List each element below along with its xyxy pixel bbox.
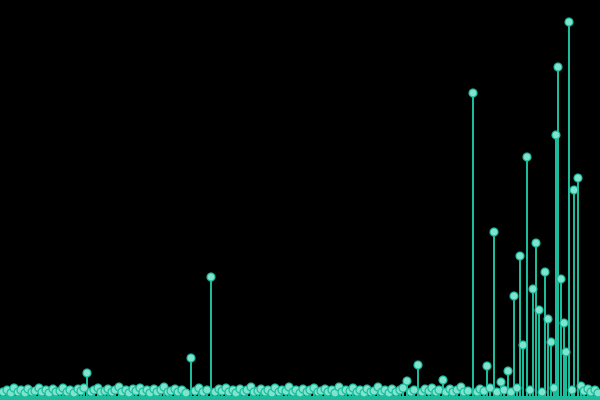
stem-marker[interactable] [489, 227, 499, 237]
stem-marker[interactable] [528, 284, 538, 294]
stem-marker[interactable] [546, 337, 556, 347]
stem-marker[interactable] [531, 238, 541, 248]
stem-marker[interactable] [573, 173, 583, 183]
stem-marker[interactable] [509, 291, 519, 301]
stem-marker[interactable] [202, 385, 212, 395]
stem-marker[interactable] [402, 376, 412, 386]
stem-marker[interactable] [567, 385, 577, 395]
stem-marker[interactable] [468, 88, 478, 98]
baseline [0, 396, 600, 400]
stem-marker[interactable] [485, 383, 495, 393]
stem-marker[interactable] [438, 375, 448, 385]
stem-marker[interactable] [496, 377, 506, 387]
stem-marker[interactable] [534, 305, 544, 315]
stem-marker[interactable] [518, 340, 528, 350]
stem-marker[interactable] [569, 185, 579, 195]
stem-marker[interactable] [482, 361, 492, 371]
stem-marker[interactable] [503, 366, 513, 376]
stem-marker[interactable] [537, 387, 547, 397]
stem-marker[interactable] [413, 360, 423, 370]
stem-marker[interactable] [512, 383, 522, 393]
stem-marker[interactable] [181, 388, 191, 398]
stem-marker[interactable] [559, 318, 569, 328]
stem-marker[interactable] [398, 383, 408, 393]
stem-marker[interactable] [525, 385, 535, 395]
stem-marker[interactable] [79, 383, 89, 393]
stem-marker[interactable] [543, 314, 553, 324]
stem-marker[interactable] [409, 385, 419, 395]
stem-marker[interactable] [553, 62, 563, 72]
stem-marker[interactable] [593, 388, 600, 398]
stem-marker[interactable] [556, 274, 566, 284]
stem-marker[interactable] [561, 347, 571, 357]
stem-marker[interactable] [564, 17, 574, 27]
stem-marker[interactable] [540, 267, 550, 277]
stem-markers-group [0, 17, 600, 398]
baseline-rect [0, 396, 600, 400]
stem-marker[interactable] [522, 152, 532, 162]
stem-marker[interactable] [206, 272, 216, 282]
stem-marker[interactable] [549, 383, 559, 393]
stem-marker[interactable] [463, 386, 473, 396]
stem-marker[interactable] [551, 130, 561, 140]
stem-marker[interactable] [82, 368, 92, 378]
stem-marker[interactable] [186, 353, 196, 363]
stem-marker[interactable] [515, 251, 525, 261]
